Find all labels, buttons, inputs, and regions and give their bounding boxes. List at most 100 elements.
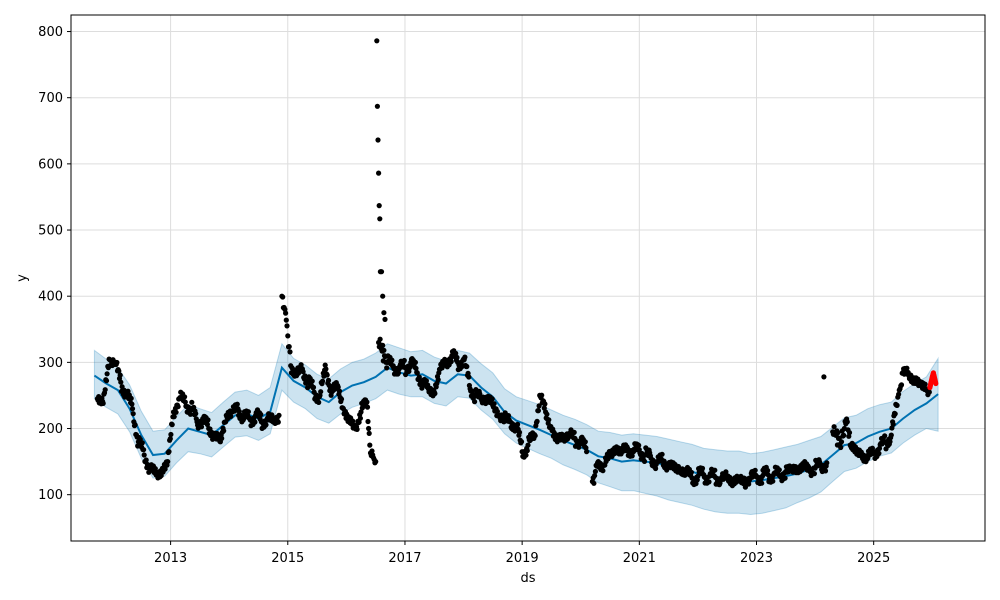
observed-point [890,421,896,427]
observed-point [335,384,341,390]
observed-point [357,415,363,421]
observed-point [377,336,383,342]
y-tick-label: 100 [38,488,63,503]
observed-point [173,409,179,415]
observed-point [350,418,356,424]
observed-point [320,378,326,384]
observed-point [894,402,900,408]
observed-point [592,473,598,479]
observed-point [152,466,158,472]
y-tick-label: 700 [38,91,63,106]
observed-point [130,411,136,417]
observed-point [221,428,227,434]
observed-point [835,430,841,436]
observed-point [432,390,438,397]
observed-point [896,391,902,397]
observed-point [381,347,387,353]
observed-point [582,439,588,445]
recent-point [933,380,939,387]
observed-point [118,379,124,385]
observed-point [882,433,888,439]
observed-point [132,422,138,428]
observed-point [822,468,829,474]
observed-outlier-point [380,293,386,299]
observed-outlier-point [375,137,381,143]
observed-point [448,359,454,365]
observed-point [472,399,478,405]
observed-point [322,362,328,368]
observed-point [892,411,898,417]
observed-point [219,435,225,441]
y-axis-ticks: 100 200 300 400 500 600 700 800 [38,25,71,503]
observed-point [104,371,110,377]
x-tick-label: 2025 [857,551,890,566]
observed-point [324,372,330,378]
y-tick-label: 600 [38,157,63,172]
observed-point [523,452,529,458]
observed-point [367,442,373,448]
observed-point [641,458,648,464]
observed-point [525,442,531,448]
observed-point [258,411,264,418]
observed-point [491,401,497,407]
observed-point [539,392,545,398]
observed-point [401,357,407,364]
observed-point [412,359,418,365]
y-tick-label: 800 [38,25,63,40]
observed-outlier-point [376,203,382,209]
observed-point [466,374,472,380]
y-tick-label: 500 [38,224,63,239]
observed-point [453,350,459,356]
observed-point [395,370,402,376]
observed-point [338,396,345,402]
observed-point [236,408,242,415]
observed-point [887,439,893,445]
observed-outlier-point [821,374,827,380]
observed-point [888,432,894,438]
observed-point [464,363,470,370]
observed-point [103,378,110,384]
observed-outlier-point [378,269,385,275]
observed-point [275,419,281,425]
observed-point [366,430,372,436]
y-tick-label: 300 [38,356,63,371]
observed-point [285,333,291,339]
observed-outlier-point [374,103,380,109]
observed-point [162,466,168,472]
observed-point [413,365,419,371]
x-tick-label: 2013 [154,551,187,566]
observed-point [536,403,542,409]
observed-point [284,323,290,329]
observed-point [489,396,495,402]
observed-point [811,471,818,477]
observed-point [926,389,932,395]
observed-point [462,354,468,360]
observed-point [591,480,597,486]
observed-point [904,365,910,371]
x-tick-label: 2015 [271,551,304,566]
observed-point [369,448,375,454]
observed-point [287,349,293,355]
observed-point [384,365,390,371]
observed-point [169,422,175,428]
observed-point [228,413,234,419]
x-tick-label: 2019 [506,551,539,566]
observed-point [193,411,199,417]
observed-point [636,442,642,448]
x-axis-label: ds [520,571,535,586]
observed-point [723,469,729,475]
observed-point [175,404,181,410]
observed-point [182,394,188,400]
observed-point [534,418,540,424]
observed-point [688,469,695,475]
observed-point [380,342,386,348]
observed-point [653,465,659,472]
observed-point [542,401,548,407]
observed-point [765,467,771,474]
observed-point [454,354,460,361]
x-axis-ticks: 2013 2015 2017 2019 2021 2023 2025 [154,541,890,566]
observed-point [706,479,712,485]
observed-point [435,377,441,383]
observed-point [629,453,635,459]
